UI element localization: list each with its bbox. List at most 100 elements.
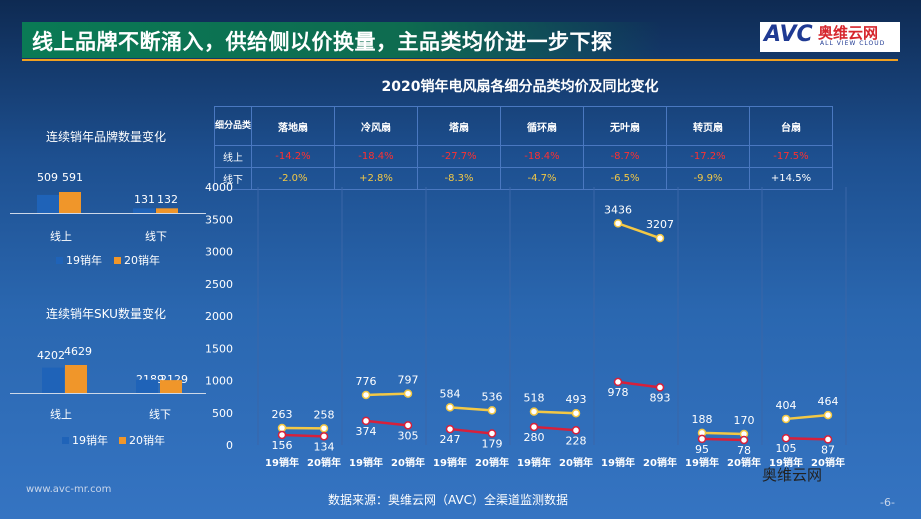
brand-offline-20-label: 132 bbox=[157, 193, 178, 206]
table-row: 线上 -14.2% -18.4% -27.7% -18.4% -8.7% -17… bbox=[214, 145, 833, 168]
brand-count-title: 连续销年品牌数量变化 bbox=[46, 130, 167, 144]
y-tick-label: 3000 bbox=[205, 246, 233, 259]
data-point bbox=[613, 377, 623, 387]
data-label: 893 bbox=[650, 391, 671, 404]
data-label: 3436 bbox=[604, 203, 632, 216]
yoy-table: 细分品类 落地扇 冷风扇 塔扇 循环扇 无叶扇 转页扇 台扇 线上 -14.2%… bbox=[214, 106, 833, 190]
bar bbox=[156, 208, 178, 213]
series-line bbox=[617, 222, 661, 240]
footer-url: www.avc-mr.com bbox=[26, 484, 112, 495]
data-point bbox=[571, 426, 581, 435]
series-line bbox=[617, 380, 661, 389]
col-header: 循环扇 bbox=[500, 106, 584, 146]
series-line bbox=[785, 413, 829, 421]
data-label: 258 bbox=[314, 408, 335, 421]
data-point bbox=[697, 434, 707, 444]
data-label: 188 bbox=[692, 413, 713, 426]
data-point bbox=[739, 435, 749, 445]
x-tick-label: 20销年 bbox=[391, 456, 425, 469]
series-line bbox=[533, 425, 577, 432]
bar bbox=[37, 194, 59, 213]
data-label: 584 bbox=[440, 387, 461, 400]
data-point bbox=[487, 406, 497, 415]
x-tick-label: 20销年 bbox=[307, 456, 341, 469]
table-header-row: 细分品类 落地扇 冷风扇 塔扇 循环扇 无叶扇 转页扇 台扇 bbox=[214, 106, 833, 146]
data-point bbox=[319, 424, 329, 433]
x-tick-label: 19销年 bbox=[769, 456, 803, 469]
brand-online-20-label: 591 bbox=[62, 171, 83, 184]
title-divider bbox=[22, 59, 898, 61]
sku-online-20-label: 4629 bbox=[64, 345, 92, 358]
data-label: 3207 bbox=[646, 218, 674, 231]
data-point bbox=[529, 422, 539, 432]
brand-offline-19-label: 131 bbox=[134, 193, 155, 206]
sku-online-19-label: 4202 bbox=[37, 349, 65, 362]
data-label: 247 bbox=[440, 433, 461, 446]
table-row: 线下 -2.0% +2.8% -8.3% -4.7% -6.5% -9.9% +… bbox=[214, 167, 833, 190]
x-tick-label: 20销年 bbox=[811, 456, 845, 469]
data-point bbox=[361, 416, 371, 426]
chart-title: 2020销年电风扇各细分品类均价及同比变化 bbox=[381, 79, 659, 95]
brand-cat-offline: 线下 bbox=[145, 230, 167, 243]
avc-logo bbox=[760, 22, 900, 52]
col-header: 台扇 bbox=[749, 106, 833, 146]
data-label: 263 bbox=[272, 408, 293, 421]
data-label: 464 bbox=[818, 395, 839, 408]
x-tick-label: 19销年 bbox=[685, 456, 719, 469]
data-label: 404 bbox=[776, 399, 797, 412]
data-label: 95 bbox=[695, 443, 709, 456]
x-tick-label: 19销年 bbox=[601, 456, 635, 469]
data-label: 797 bbox=[398, 374, 419, 387]
x-tick-label: 19销年 bbox=[433, 456, 467, 469]
series-line bbox=[701, 437, 745, 442]
data-point bbox=[823, 435, 833, 444]
y-tick-label: 2000 bbox=[205, 310, 233, 323]
title-bar bbox=[22, 22, 662, 58]
brand-axis bbox=[10, 213, 206, 214]
series-line bbox=[365, 392, 409, 397]
data-label: 374 bbox=[356, 425, 377, 438]
data-point bbox=[613, 219, 623, 228]
brand-legend-19: 19销年 bbox=[56, 252, 102, 268]
logo-sub-text: ALL VIEW CLOUD bbox=[820, 40, 886, 47]
table-header-label: 细分品类 bbox=[214, 106, 252, 146]
sku-cat-online: 线上 bbox=[50, 408, 72, 421]
data-point bbox=[655, 233, 665, 243]
data-point bbox=[655, 383, 665, 392]
data-label: 134 bbox=[314, 440, 335, 453]
data-point bbox=[277, 430, 287, 440]
series-line bbox=[533, 410, 577, 415]
data-point bbox=[445, 424, 455, 434]
y-tick-label: 3500 bbox=[205, 213, 233, 226]
data-point bbox=[361, 390, 371, 400]
series-line bbox=[449, 406, 493, 412]
data-label: 156 bbox=[272, 439, 293, 452]
col-header: 塔扇 bbox=[417, 106, 501, 146]
x-tick-label: 19销年 bbox=[517, 456, 551, 469]
data-label: 493 bbox=[566, 393, 587, 406]
data-point bbox=[319, 432, 329, 441]
data-label: 170 bbox=[734, 414, 755, 427]
data-point bbox=[403, 389, 413, 398]
series-line bbox=[449, 427, 493, 435]
y-tick-label: 500 bbox=[212, 407, 233, 420]
data-label: 518 bbox=[524, 392, 545, 405]
sku-legend-19: 19销年 bbox=[62, 432, 108, 448]
data-point bbox=[445, 403, 455, 412]
y-tick-label: 2500 bbox=[205, 278, 233, 291]
sku-axis bbox=[10, 393, 206, 394]
logo-text: AVC bbox=[764, 22, 813, 47]
data-label: 536 bbox=[482, 390, 503, 403]
y-tick-label: 1500 bbox=[205, 342, 233, 355]
page-number: -6- bbox=[880, 496, 895, 509]
bar bbox=[160, 380, 182, 393]
series-line bbox=[365, 419, 409, 427]
brand-cat-online: 线上 bbox=[50, 230, 72, 243]
page-title: 线上品牌不断涌入，供给侧以价换量，主品类均价进一步下探 bbox=[32, 30, 613, 54]
data-label: 179 bbox=[482, 437, 503, 450]
data-label: 978 bbox=[608, 386, 629, 399]
x-tick-label: 20销年 bbox=[559, 456, 593, 469]
series-line bbox=[281, 433, 325, 438]
sku-cat-offline: 线下 bbox=[149, 408, 171, 421]
